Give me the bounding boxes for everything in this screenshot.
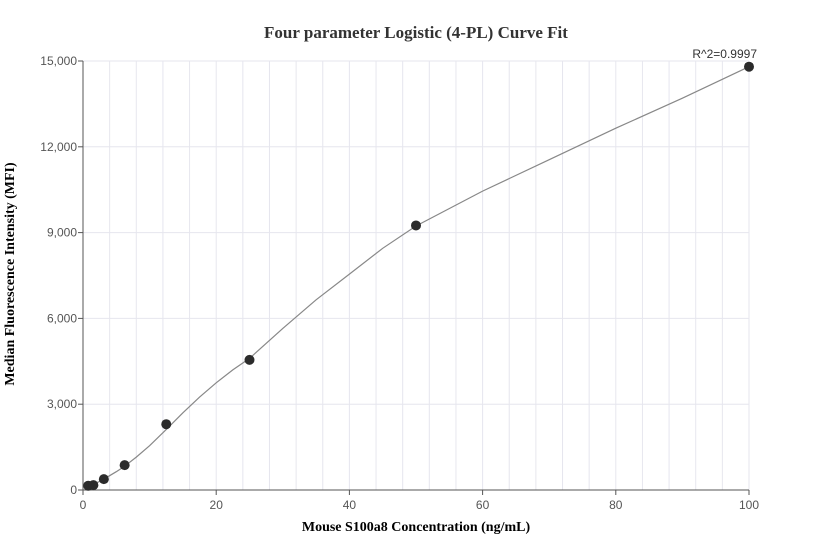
data-point bbox=[244, 354, 255, 365]
y-tick-label: 3,000 bbox=[47, 397, 77, 411]
x-tick-label: 0 bbox=[80, 498, 87, 512]
y-tick-label: 15,000 bbox=[40, 54, 77, 68]
y-axis-label: Median Fluorescence Intensity (MFI) bbox=[3, 162, 18, 386]
r-squared-annotation: R^2=0.9997 bbox=[692, 47, 757, 61]
data-point bbox=[744, 61, 754, 72]
y-tick-label: 0 bbox=[70, 483, 77, 497]
data-point bbox=[98, 474, 109, 485]
y-tick-label: 6,000 bbox=[47, 311, 77, 325]
x-tick-label: 100 bbox=[739, 498, 759, 512]
fit-curve-group bbox=[82, 66, 750, 489]
x-axis-label: Mouse S100a8 Concentration (ng/mL) bbox=[302, 520, 531, 535]
chart-title: Four parameter Logistic (4-PL) Curve Fit bbox=[264, 23, 568, 42]
data-point bbox=[411, 220, 421, 231]
x-tick-label: 20 bbox=[210, 498, 224, 512]
x-tick-label: 40 bbox=[343, 498, 357, 512]
x-tick-label: 60 bbox=[476, 498, 490, 512]
axes: 0 20 40 60 80 100 0 3,000 6,000 9,000 12,000 15,000 bbox=[40, 54, 759, 512]
y-tick-label: 9,000 bbox=[47, 226, 77, 240]
y-tick-label: 12,000 bbox=[40, 140, 77, 154]
fit-curve bbox=[82, 66, 750, 489]
data-points bbox=[83, 61, 754, 491]
data-point bbox=[161, 419, 172, 430]
data-point bbox=[88, 480, 99, 491]
data-point bbox=[119, 460, 130, 471]
x-tick-label: 80 bbox=[609, 498, 623, 512]
grid bbox=[82, 60, 750, 490]
